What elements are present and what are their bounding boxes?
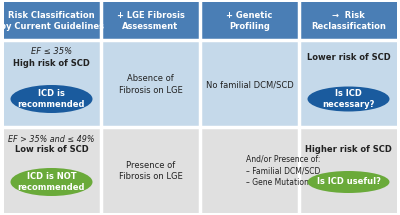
FancyBboxPatch shape (102, 2, 198, 40)
Text: Is ICD
necessary?: Is ICD necessary? (322, 89, 375, 109)
FancyBboxPatch shape (102, 42, 198, 127)
FancyBboxPatch shape (300, 129, 396, 213)
FancyBboxPatch shape (202, 42, 298, 127)
Text: Is ICD useful?: Is ICD useful? (316, 178, 380, 186)
Text: Presence of
Fibrosis on LGE: Presence of Fibrosis on LGE (119, 161, 182, 181)
Ellipse shape (10, 85, 92, 113)
Text: →  Risk
Reclassification: → Risk Reclassification (311, 11, 386, 31)
Text: High risk of SCD: High risk of SCD (13, 58, 90, 68)
FancyBboxPatch shape (102, 129, 198, 213)
FancyBboxPatch shape (300, 42, 396, 127)
FancyBboxPatch shape (4, 129, 100, 213)
Text: ICD is NOT
recommended: ICD is NOT recommended (18, 172, 85, 192)
Text: EF > 35% and ≤ 49%: EF > 35% and ≤ 49% (8, 135, 95, 143)
FancyBboxPatch shape (4, 2, 100, 40)
Ellipse shape (308, 86, 390, 112)
Text: Risk Classification
by Current Guidelines: Risk Classification by Current Guideline… (0, 11, 104, 31)
FancyBboxPatch shape (202, 129, 298, 213)
Text: Higher risk of SCD: Higher risk of SCD (305, 146, 392, 155)
Text: No familial DCM/SCD: No familial DCM/SCD (206, 80, 293, 89)
Ellipse shape (10, 168, 92, 196)
FancyBboxPatch shape (300, 2, 396, 40)
Text: + LGE Fibrosis
Assessment: + LGE Fibrosis Assessment (116, 11, 184, 31)
Text: ICD is
recommended: ICD is recommended (18, 89, 85, 109)
Text: Lower risk of SCD: Lower risk of SCD (307, 52, 390, 61)
Text: And/or Presence of:
– Familial DCM/SCD
– Gene Mutations: And/or Presence of: – Familial DCM/SCD –… (246, 155, 321, 187)
FancyBboxPatch shape (4, 42, 100, 127)
Text: + Genetic
Profiling: + Genetic Profiling (226, 11, 273, 31)
Ellipse shape (308, 171, 390, 193)
Text: EF ≤ 35%: EF ≤ 35% (31, 48, 72, 57)
Text: Low risk of SCD: Low risk of SCD (15, 146, 88, 155)
FancyBboxPatch shape (202, 2, 298, 40)
Text: Absence of
Fibrosis on LGE: Absence of Fibrosis on LGE (119, 74, 182, 95)
